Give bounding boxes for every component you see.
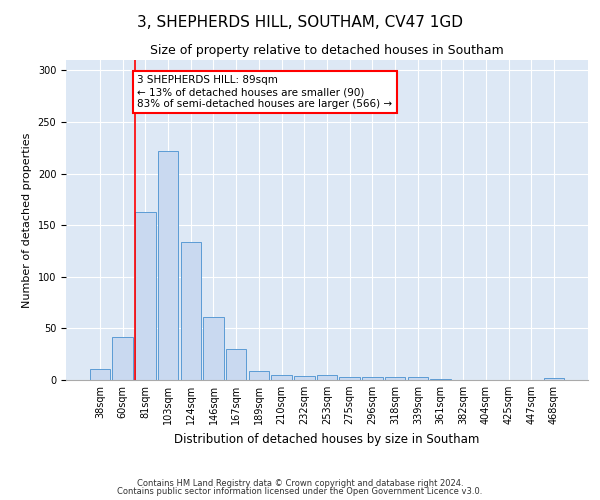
Bar — [294, 376, 314, 380]
Bar — [385, 377, 406, 380]
Title: Size of property relative to detached houses in Southam: Size of property relative to detached ho… — [150, 44, 504, 58]
Bar — [203, 317, 224, 380]
Y-axis label: Number of detached properties: Number of detached properties — [22, 132, 32, 308]
Bar — [362, 377, 383, 380]
Text: Contains public sector information licensed under the Open Government Licence v3: Contains public sector information licen… — [118, 487, 482, 496]
Bar — [430, 379, 451, 380]
Bar — [340, 377, 360, 380]
Text: 3, SHEPHERDS HILL, SOUTHAM, CV47 1GD: 3, SHEPHERDS HILL, SOUTHAM, CV47 1GD — [137, 15, 463, 30]
Bar — [271, 375, 292, 380]
Bar — [544, 378, 564, 380]
Bar — [90, 368, 110, 380]
X-axis label: Distribution of detached houses by size in Southam: Distribution of detached houses by size … — [175, 432, 479, 446]
Bar — [112, 336, 133, 380]
Bar — [135, 212, 155, 380]
Bar — [407, 377, 428, 380]
Bar — [248, 370, 269, 380]
Bar — [181, 242, 201, 380]
Bar — [226, 349, 247, 380]
Bar — [317, 375, 337, 380]
Bar — [158, 151, 178, 380]
Text: 3 SHEPHERDS HILL: 89sqm
← 13% of detached houses are smaller (90)
83% of semi-de: 3 SHEPHERDS HILL: 89sqm ← 13% of detache… — [137, 76, 392, 108]
Text: Contains HM Land Registry data © Crown copyright and database right 2024.: Contains HM Land Registry data © Crown c… — [137, 478, 463, 488]
